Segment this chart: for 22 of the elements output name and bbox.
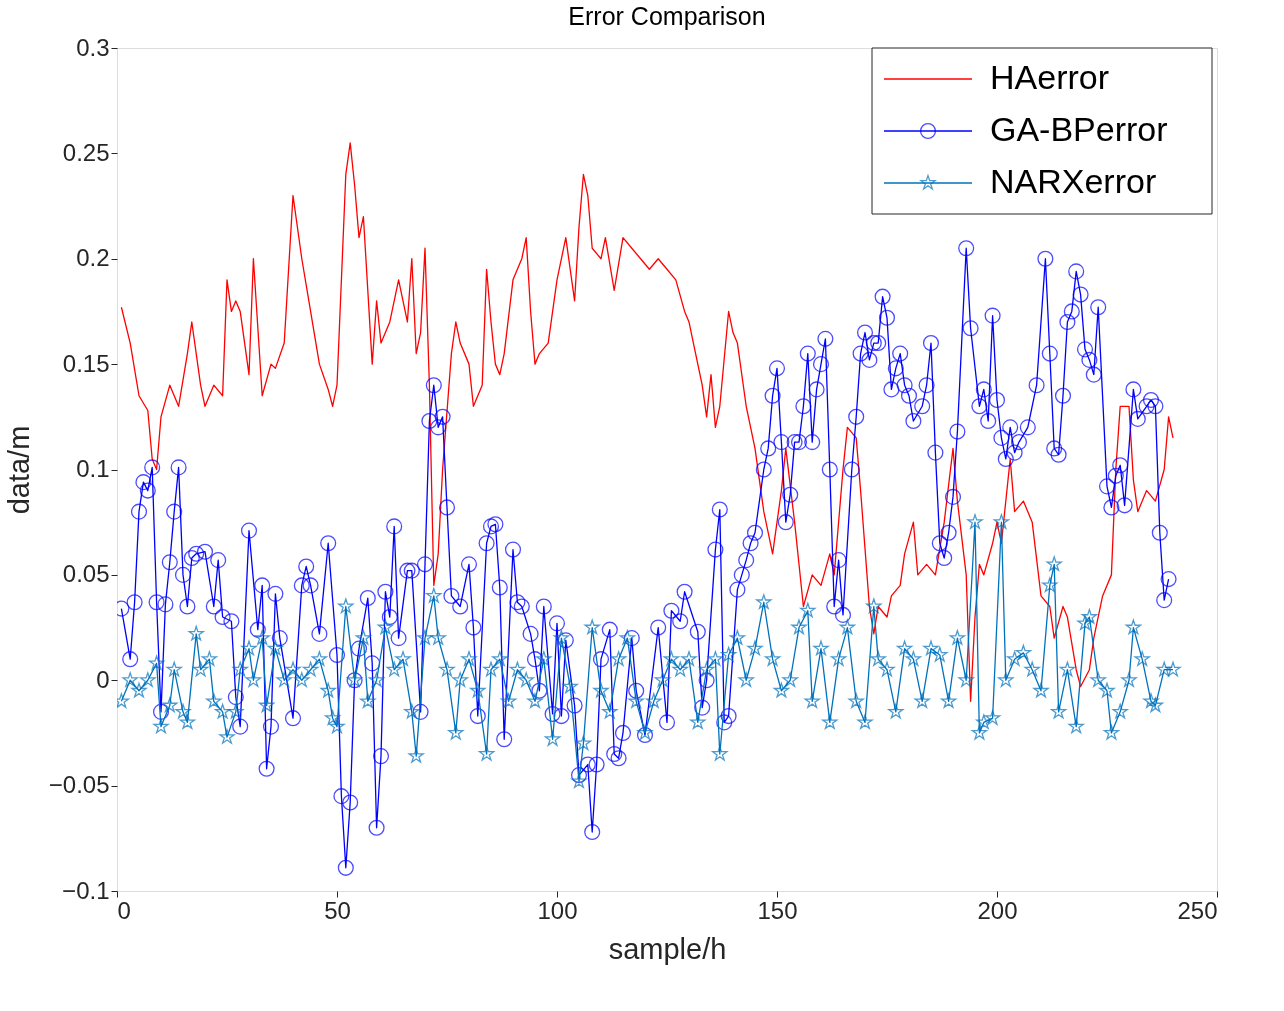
y-tick-label: −0.05	[48, 771, 110, 799]
legend-label: HAerror	[990, 58, 1110, 96]
y-tick-label: 0.2	[76, 244, 110, 272]
y-tick-label: 0.1	[76, 455, 110, 482]
x-axis-title: sample/h	[608, 932, 727, 965]
legend-label: GA-BPerror	[990, 110, 1168, 148]
y-tick-label: −0.1	[62, 876, 110, 904]
x-tick-label: 150	[757, 896, 798, 924]
x-tick-label: 250	[1177, 896, 1218, 924]
y-tick-label: 0.05	[62, 560, 110, 588]
y-tick-label: 0.15	[62, 349, 110, 377]
line-series	[120, 142, 1174, 702]
y-tick-label: 0.3	[76, 33, 110, 61]
x-tick-label: 100	[537, 896, 578, 924]
x-tick-label: 200	[977, 896, 1018, 924]
x-tick-label: 0	[117, 896, 131, 924]
chart-title: Error Comparison	[568, 2, 766, 30]
y-axis-title: data/m	[2, 425, 35, 515]
legend-label: NARXerror	[990, 162, 1157, 200]
y-tick-label: 0.25	[62, 138, 110, 166]
y-tick-label: 0	[96, 665, 110, 693]
x-tick-label: 50	[324, 896, 351, 924]
